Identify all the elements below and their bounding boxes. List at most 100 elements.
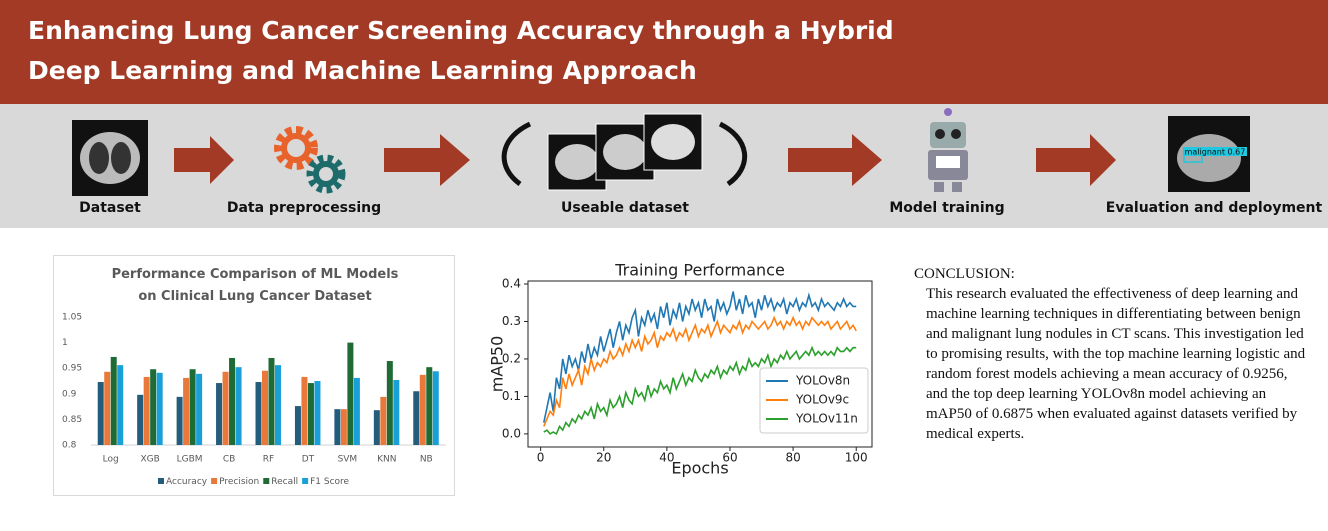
- legend-label: F1 Score: [310, 477, 349, 487]
- x-tick-label: RF: [263, 455, 274, 465]
- bar: [393, 379, 400, 445]
- bar: [150, 369, 157, 445]
- robot-eye: [935, 129, 945, 139]
- bar-chart: 0.8 0.85 0.9 0.95 1 1.05 Log XGB LGBM CB RF DT SVM KN…: [62, 313, 446, 487]
- y-tick-label: 1: [62, 338, 68, 348]
- line-chart: Training Performance Epochs mAP50 0.0 0.1 0.2…: [488, 261, 873, 478]
- step-label: Data preprocessing: [227, 200, 381, 216]
- ct-body: [651, 124, 695, 160]
- bar: [314, 381, 321, 445]
- ct-body: [555, 144, 599, 180]
- y-tick-label: 0.85: [62, 415, 82, 425]
- step-label: Dataset: [79, 200, 141, 216]
- bar: [196, 373, 203, 445]
- x-tick-label: 0: [537, 451, 545, 465]
- bar: [419, 374, 426, 445]
- ct-lung: [89, 142, 109, 174]
- ct-body: [1177, 134, 1241, 182]
- x-tick-label: 20: [596, 451, 611, 465]
- x-tick-label: 80: [785, 451, 800, 465]
- chart-title: Training Performance: [614, 261, 785, 280]
- legend-label: Precision: [219, 477, 259, 487]
- robot-leg: [952, 182, 962, 192]
- x-tick-label: 60: [722, 451, 737, 465]
- bar: [176, 396, 183, 445]
- bar: [235, 367, 242, 445]
- robot-screen: [936, 156, 960, 168]
- robot-leg: [934, 182, 944, 192]
- gear: [281, 133, 311, 163]
- bar: [301, 376, 308, 445]
- robot-head: [930, 122, 966, 148]
- chart-title: Performance Comparison of ML Models on C…: [111, 267, 399, 304]
- cycle-arrow: [501, 121, 532, 187]
- step-label: Useable dataset: [561, 200, 689, 216]
- line-series: [543, 345, 857, 436]
- y-tick-label: 0.8: [62, 441, 77, 451]
- detection-tag: [1183, 147, 1247, 156]
- legend-swatch: [302, 478, 309, 484]
- bar: [413, 391, 420, 445]
- y-tick-label: 1.05: [62, 313, 82, 323]
- arrow: [1036, 134, 1116, 186]
- bar: [143, 376, 150, 445]
- bar: [156, 372, 163, 445]
- bar: [373, 410, 380, 445]
- line-series: [543, 315, 857, 427]
- bar: [307, 383, 314, 445]
- x-tick-label: LGBM: [177, 455, 203, 465]
- y-axis-label: mAP50: [488, 336, 507, 393]
- cycle-arrow: [718, 121, 748, 187]
- conclusion-heading: CONCLUSION:: [914, 266, 1015, 282]
- header: Enhancing Lung Cancer Screening Accuracy…: [0, 0, 1328, 104]
- bar: [432, 371, 439, 445]
- ct-lung: [111, 142, 131, 174]
- legend-label: YOLOv11n: [795, 412, 858, 426]
- bar: [334, 409, 341, 445]
- x-tick-label: NB: [420, 455, 433, 465]
- legend-label: YOLOv8n: [795, 374, 850, 388]
- y-tick-label: 0.95: [62, 364, 82, 374]
- y-tick-label: 0.1: [502, 389, 521, 403]
- gear: [306, 154, 346, 194]
- y-tick-label: 0.0: [502, 426, 521, 440]
- legend-swatch: [158, 478, 164, 484]
- legend-swatch: [211, 478, 218, 484]
- bar: [183, 377, 190, 445]
- bar: [189, 369, 196, 445]
- line-series: [542, 291, 857, 423]
- legend-label: Recall: [271, 477, 298, 487]
- gear: [274, 126, 318, 170]
- bar: [255, 382, 262, 445]
- bar: [222, 371, 229, 445]
- legend-label: Accuracy: [166, 477, 208, 487]
- bar: [347, 342, 354, 445]
- x-tick-label: KNN: [377, 455, 396, 465]
- conclusion: CONCLUSION: This research evaluated the …: [914, 264, 1306, 444]
- pipeline: malignant 0.67 Dataset Data preprocessin…: [72, 108, 1323, 216]
- x-tick-label: SVM: [338, 455, 358, 465]
- bar: [380, 396, 387, 445]
- bar: [137, 394, 144, 445]
- legend-label: YOLOv9c: [795, 393, 849, 407]
- bar: [97, 382, 104, 445]
- bar: [216, 383, 223, 445]
- gear: [313, 161, 339, 187]
- bar: [340, 409, 347, 445]
- x-tick-label: 100: [845, 451, 868, 465]
- ct-body: [603, 134, 647, 170]
- bar: [386, 361, 393, 445]
- x-tick-label: XGB: [141, 455, 160, 465]
- arrow: [174, 136, 234, 184]
- y-tick-label: 0.2: [502, 351, 521, 365]
- y-tick-label: 0.3: [502, 314, 521, 328]
- title-line: Deep Learning and Machine Learning Appro…: [28, 56, 697, 85]
- x-tick-label: Log: [103, 455, 119, 465]
- y-tick-label: 0.9: [62, 389, 77, 399]
- robot-eye: [951, 129, 961, 139]
- bar-chart-panel: 0.8 0.85 0.9 0.95 1 1.05 Log XGB LGBM CB RF DT SVM KN…: [53, 255, 455, 496]
- title-line: Enhancing Lung Cancer Screening Accuracy…: [28, 16, 894, 45]
- arrow: [788, 134, 882, 186]
- robot-antenna: [944, 108, 952, 116]
